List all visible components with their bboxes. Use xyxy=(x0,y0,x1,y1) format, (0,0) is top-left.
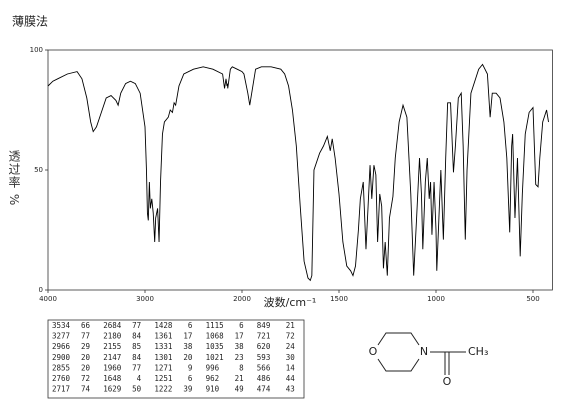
atom-label: O xyxy=(443,375,452,388)
x-tick-label: 2000 xyxy=(233,295,251,303)
table-transmittance: 20 xyxy=(183,353,193,362)
table-wavenumber: 1428 xyxy=(154,321,173,330)
table-transmittance: 14 xyxy=(286,363,296,372)
table-wavenumber: 1271 xyxy=(154,363,172,372)
table-wavenumber: 910 xyxy=(206,385,220,394)
atom-label: O xyxy=(369,345,378,358)
table-wavenumber: 1629 xyxy=(103,385,121,394)
table-transmittance: 4 xyxy=(137,374,142,383)
table-transmittance: 17 xyxy=(183,332,192,341)
table-transmittance: 30 xyxy=(286,353,296,362)
structure xyxy=(377,332,466,375)
table-transmittance: 6 xyxy=(188,321,193,330)
table-transmittance: 77 xyxy=(132,363,141,372)
table-wavenumber: 2180 xyxy=(103,332,122,341)
x-tick-label: 1500 xyxy=(330,295,348,303)
table-transmittance: 43 xyxy=(286,385,295,394)
table-frame xyxy=(47,319,305,399)
plot-frame xyxy=(47,49,553,291)
x-axis-label: 波数/cm⁻¹ xyxy=(264,296,317,309)
table-transmittance: 24 xyxy=(286,342,296,351)
table-wavenumber: 1251 xyxy=(154,374,172,383)
table-transmittance: 44 xyxy=(286,374,296,383)
table-wavenumber: 620 xyxy=(257,342,271,351)
bond xyxy=(377,358,420,372)
table-wavenumber: 486 xyxy=(257,374,271,383)
table-wavenumber: 2717 xyxy=(52,385,70,394)
table-wavenumber: 962 xyxy=(206,374,220,383)
table-wavenumber: 566 xyxy=(257,363,271,372)
table-wavenumber: 996 xyxy=(206,363,220,372)
table-wavenumber: 1222 xyxy=(154,385,172,394)
table-transmittance: 50 xyxy=(132,385,142,394)
table-wavenumber: 2155 xyxy=(103,342,121,351)
table-wavenumber: 1648 xyxy=(103,374,122,383)
table-transmittance: 21 xyxy=(235,374,244,383)
table-transmittance: 20 xyxy=(81,353,91,362)
table-wavenumber: 2966 xyxy=(52,342,71,351)
table-wavenumber: 1021 xyxy=(206,353,224,362)
table-wavenumber: 593 xyxy=(257,353,271,362)
table-wavenumber: 1035 xyxy=(206,342,224,351)
x-tick-label: 500 xyxy=(526,295,539,303)
y-tick-label: 50 xyxy=(34,166,43,174)
table-transmittance: 20 xyxy=(81,363,91,372)
table-wavenumber: 2147 xyxy=(103,353,121,362)
bond xyxy=(377,332,420,346)
table-transmittance: 9 xyxy=(188,363,193,372)
table-wavenumber: 3277 xyxy=(52,332,70,341)
spectrum-line xyxy=(47,63,549,282)
table-wavenumber: 2900 xyxy=(52,353,71,362)
table-transmittance: 84 xyxy=(132,353,142,362)
x-tick-label: 3000 xyxy=(136,295,154,303)
y-axis-label: 透过率 % xyxy=(7,150,21,207)
table-wavenumber: 2760 xyxy=(52,374,71,383)
x-tick-label: 1000 xyxy=(427,295,445,303)
table-wavenumber: 474 xyxy=(257,385,271,394)
table-wavenumber: 849 xyxy=(257,321,271,330)
table-transmittance: 77 xyxy=(132,321,141,330)
table-transmittance: 84 xyxy=(132,332,142,341)
table-transmittance: 72 xyxy=(286,332,295,341)
chart-title: 薄膜法 xyxy=(12,14,48,29)
table-wavenumber: 1068 xyxy=(206,332,225,341)
table-transmittance: 6 xyxy=(188,374,193,383)
table-wavenumber: 1301 xyxy=(154,353,172,362)
table-transmittance: 6 xyxy=(239,321,244,330)
table-transmittance: 38 xyxy=(183,342,193,351)
table-wavenumber: 1361 xyxy=(154,332,172,341)
table-transmittance: 49 xyxy=(235,385,244,394)
table-transmittance: 74 xyxy=(81,385,91,394)
table-transmittance: 23 xyxy=(235,353,244,362)
table-transmittance: 21 xyxy=(286,321,295,330)
table-transmittance: 17 xyxy=(235,332,244,341)
table-wavenumber: 2684 xyxy=(103,321,122,330)
atom-label: N xyxy=(420,345,428,358)
table-wavenumber: 721 xyxy=(257,332,271,341)
table-transmittance: 38 xyxy=(235,342,245,351)
table-transmittance: 39 xyxy=(183,385,192,394)
table-transmittance: 29 xyxy=(81,342,90,351)
x-tick-label: 4000 xyxy=(39,295,57,303)
table-wavenumber: 1960 xyxy=(103,363,122,372)
atom-label: CH₃ xyxy=(468,345,488,358)
table-wavenumber: 1331 xyxy=(154,342,172,351)
table-transmittance: 85 xyxy=(132,342,141,351)
table-transmittance: 77 xyxy=(81,332,90,341)
table-transmittance: 72 xyxy=(81,374,90,383)
table-wavenumber: 1115 xyxy=(206,321,224,330)
table-wavenumber: 2855 xyxy=(52,363,70,372)
y-tick-label: 100 xyxy=(30,46,43,54)
y-tick-label: 0 xyxy=(39,286,43,294)
table-wavenumber: 3534 xyxy=(52,321,71,330)
table-transmittance: 8 xyxy=(239,363,244,372)
table-transmittance: 66 xyxy=(81,321,91,330)
